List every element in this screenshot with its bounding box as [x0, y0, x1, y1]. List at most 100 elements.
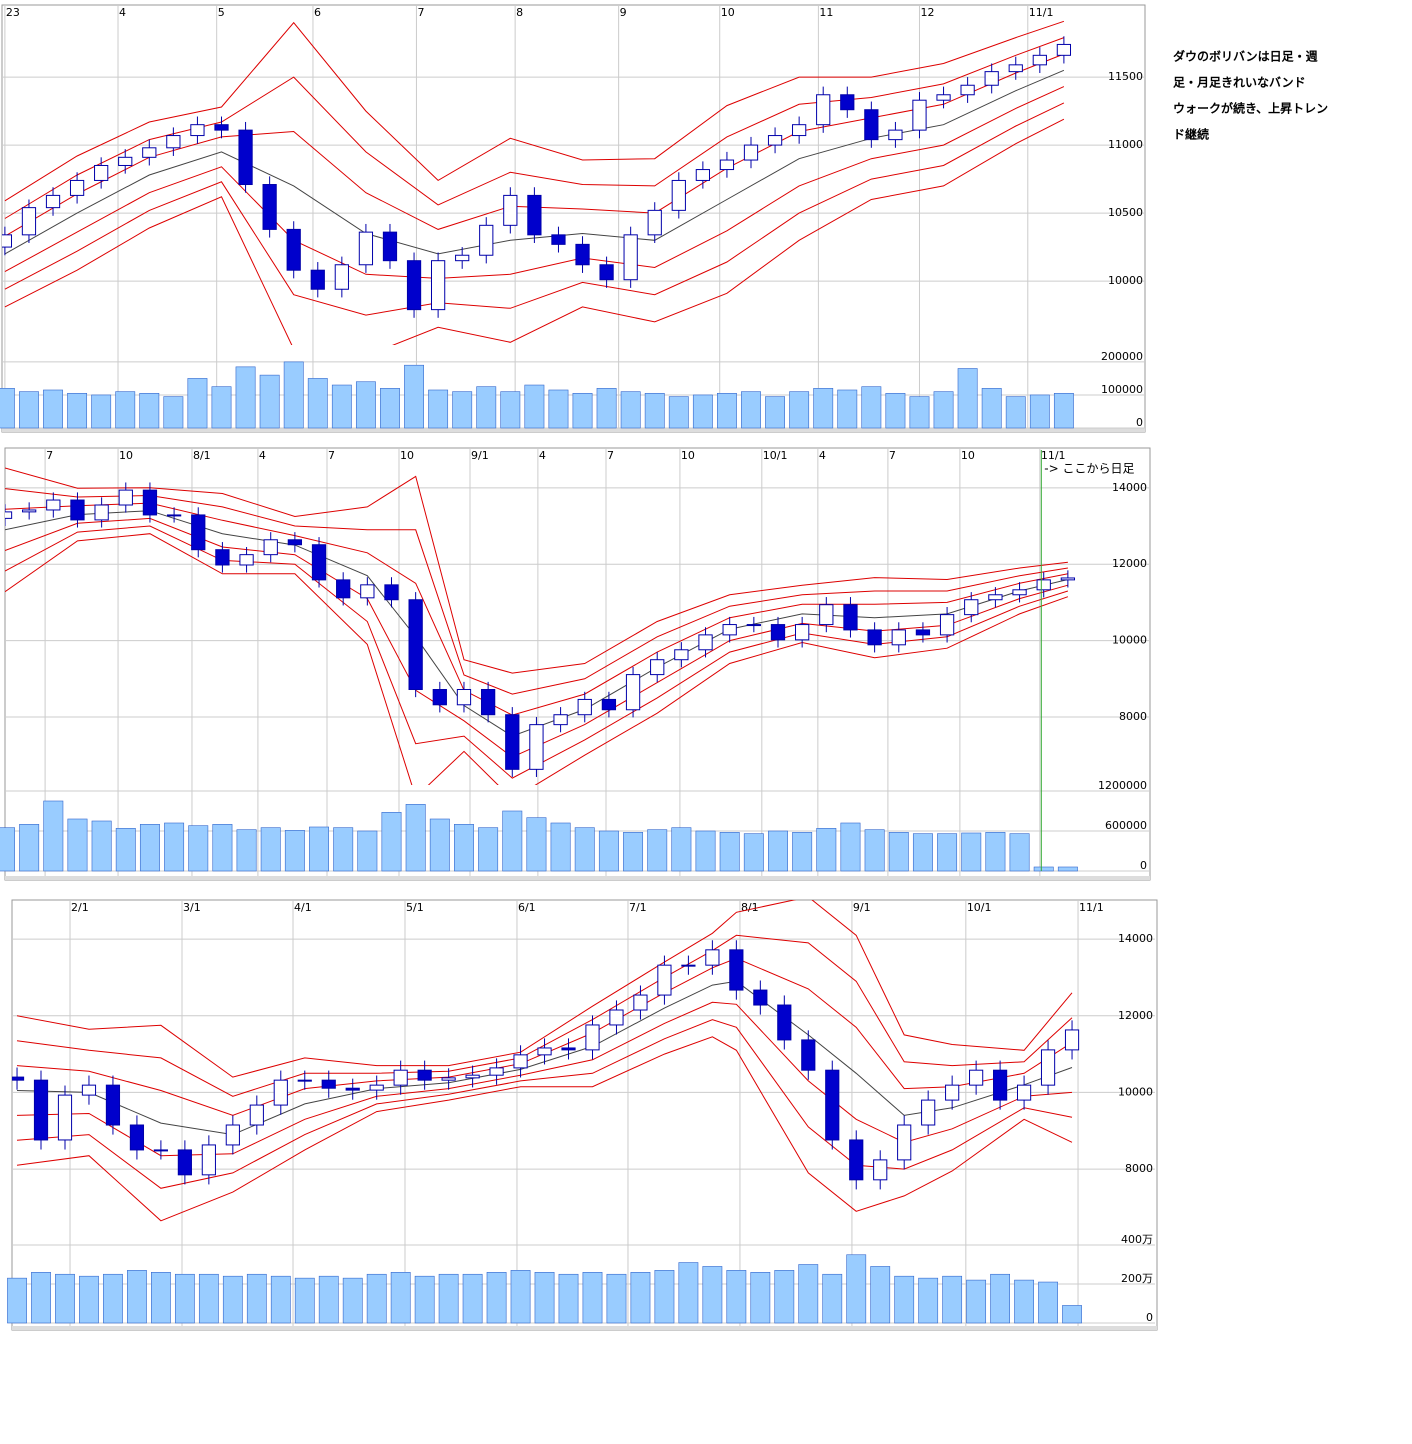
candle-body	[897, 1124, 912, 1161]
candle-body	[358, 231, 374, 266]
candle-body	[777, 1004, 792, 1041]
candle-body	[12, 1076, 25, 1081]
candle-body	[45, 194, 61, 209]
candle-body	[891, 629, 906, 646]
candle-body	[867, 629, 882, 646]
bands	[4, 20, 1065, 345]
candle-body	[81, 1084, 97, 1096]
volume-bar	[668, 396, 689, 429]
candle-body	[190, 124, 205, 137]
candle-body	[964, 599, 979, 616]
band-line	[16, 934, 1073, 1097]
volume-bar	[127, 1270, 147, 1324]
volume-bar	[654, 1270, 675, 1324]
candle-body	[69, 179, 85, 196]
volume-bar	[548, 389, 569, 429]
band-line	[4, 53, 1065, 237]
volume-bar	[894, 1275, 915, 1324]
y-tick-label: 10000	[1108, 274, 1143, 287]
volume-bar	[428, 389, 449, 429]
candle-body	[249, 1104, 264, 1126]
candle-body	[984, 71, 999, 86]
note-line: 足・月足きれいなバンド	[1173, 76, 1306, 90]
y-tick-label: 14000	[1118, 932, 1153, 945]
y-tick-label: 100000	[1101, 383, 1143, 396]
scrollbar	[2, 428, 1145, 432]
volume-bar	[115, 391, 136, 429]
volume-bar	[822, 1273, 843, 1324]
candle-body	[2, 234, 13, 248]
volume-bar	[222, 1275, 243, 1324]
volume-bar	[331, 384, 352, 429]
candle-body	[795, 624, 810, 641]
y-tick-label: 200000	[1101, 350, 1143, 363]
candle-body	[417, 1069, 432, 1081]
candle-body	[767, 135, 783, 146]
x-tick-label: 5/1	[406, 901, 424, 914]
candle-body	[988, 594, 1003, 601]
candle-body	[297, 1079, 312, 1082]
candle-body	[311, 544, 327, 581]
volume-bar	[0, 827, 15, 872]
candle-body	[601, 698, 617, 711]
y-tick-label: 400万	[1121, 1233, 1153, 1246]
volume-bar	[500, 391, 521, 429]
candle-body	[5, 511, 13, 519]
volume-bar	[861, 386, 882, 429]
candle-body	[105, 1084, 121, 1126]
x-tick-label: 9/1	[471, 449, 489, 462]
y-tick-label: 14000	[1112, 481, 1147, 494]
band-line	[4, 118, 1065, 345]
candle-body	[1012, 589, 1027, 596]
x-tick-label: 4	[819, 449, 826, 462]
x-tick-label: 10/1	[967, 901, 992, 914]
candle-body	[770, 624, 786, 641]
volume-bar	[598, 830, 619, 872]
volume-bar	[671, 827, 692, 872]
candle-body	[801, 1039, 816, 1071]
candle-body	[840, 94, 855, 111]
band-line	[4, 86, 1065, 279]
candle-body	[819, 604, 834, 626]
candle-body	[239, 554, 254, 566]
volume-bar	[558, 1273, 579, 1324]
candle-body	[527, 194, 542, 236]
volume-bar	[31, 1272, 51, 1324]
volume-bar	[151, 1272, 171, 1324]
candle-body	[825, 1069, 840, 1141]
candle-body	[406, 260, 422, 311]
volume-bar	[1014, 1279, 1034, 1324]
candle-body	[94, 504, 109, 521]
volume-bar	[702, 1266, 723, 1324]
volume-bar	[115, 828, 136, 872]
volume-bar	[885, 392, 906, 429]
volume-bar	[164, 822, 185, 872]
volume-bar	[909, 396, 930, 429]
candle-body	[1056, 43, 1072, 56]
y-tick-label: 0	[1136, 416, 1143, 429]
chart-frame	[1, 4, 1146, 433]
candle-body	[513, 1054, 528, 1069]
candle-body	[849, 1139, 864, 1181]
volume-bar	[966, 1279, 987, 1324]
volume-bar	[813, 388, 834, 429]
band-line	[5, 467, 1068, 674]
candle-body	[1036, 579, 1051, 591]
candle-body	[166, 135, 181, 149]
candle-body	[455, 254, 470, 262]
candle-body	[22, 509, 37, 513]
candle-body	[70, 499, 85, 521]
note-line: ダウのボリバンは日足・週	[1173, 49, 1318, 64]
band-line	[16, 957, 1073, 1116]
candle-body	[695, 169, 710, 181]
x-tick-label: 5	[218, 6, 225, 19]
volume-bar	[816, 828, 837, 872]
volume-bar	[139, 392, 160, 429]
y-tick-label: 11500	[1108, 70, 1143, 83]
candle-body	[480, 689, 496, 716]
x-tick-label: 7	[328, 449, 335, 462]
candle-body	[1064, 1029, 1080, 1051]
volume-bar	[478, 827, 499, 872]
x-tick-label: 2/1	[71, 901, 89, 914]
